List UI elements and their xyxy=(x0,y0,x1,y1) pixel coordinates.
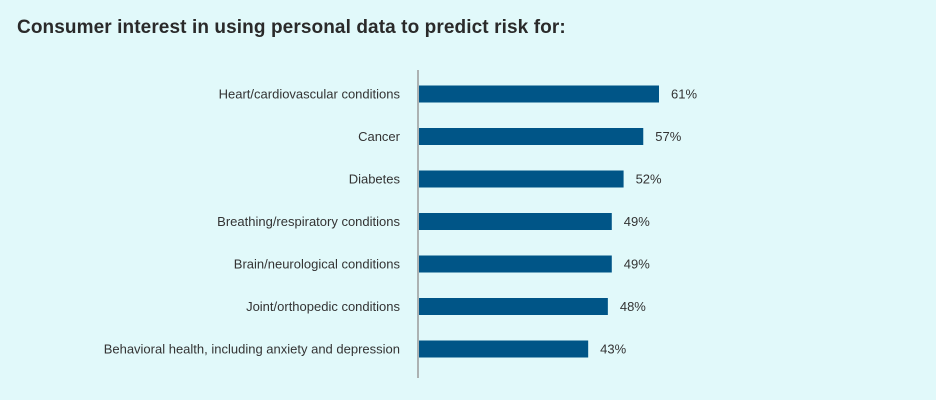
category-label: Diabetes xyxy=(349,172,401,187)
bar xyxy=(419,298,608,315)
category-label: Cancer xyxy=(358,129,401,144)
bar xyxy=(419,213,612,230)
value-label: 61% xyxy=(671,87,697,102)
value-label: 57% xyxy=(655,129,681,144)
category-label: Brain/neurological conditions xyxy=(234,257,401,272)
category-label: Breathing/respiratory conditions xyxy=(217,214,400,229)
chart-title: Consumer interest in using personal data… xyxy=(17,17,566,38)
value-label: 43% xyxy=(600,342,626,357)
category-label: Behavioral health, including anxiety and… xyxy=(104,342,400,357)
bar xyxy=(419,170,624,188)
bar xyxy=(419,255,612,273)
value-label: 52% xyxy=(636,172,662,187)
value-label: 49% xyxy=(624,257,650,272)
value-label: 48% xyxy=(620,299,646,314)
value-label: 49% xyxy=(624,214,650,229)
bar xyxy=(419,340,589,358)
bar xyxy=(419,85,659,103)
category-label: Joint/orthopedic conditions xyxy=(246,299,400,314)
bar xyxy=(419,128,644,145)
category-label: Heart/cardiovascular conditions xyxy=(219,87,401,102)
